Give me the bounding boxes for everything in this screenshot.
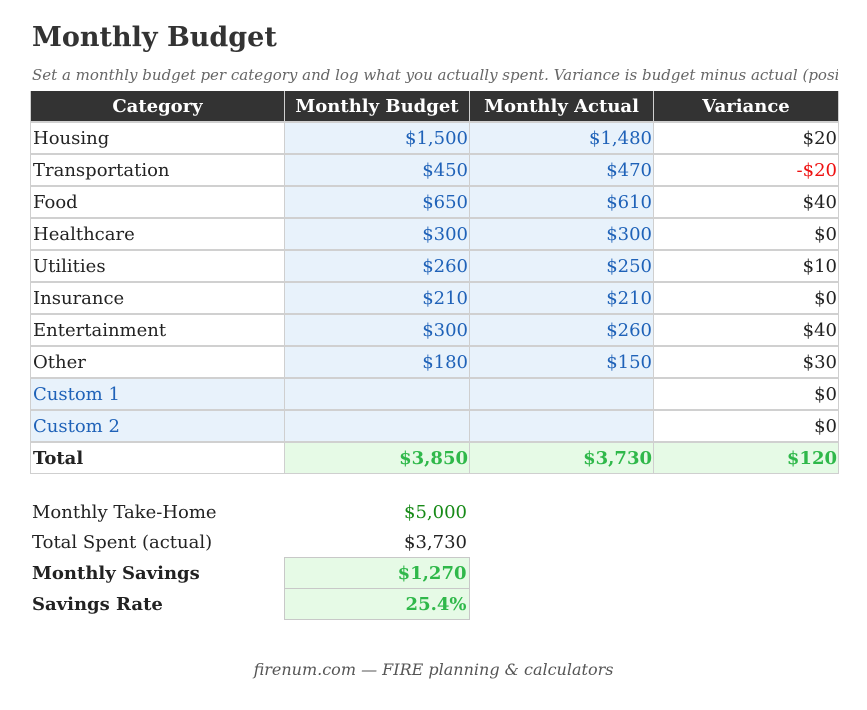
actual-input-cell[interactable]: $610 [469, 185, 654, 219]
table-row: Food $650 $610 $40 [30, 185, 839, 219]
table-row: Insurance $210 $210 $0 [30, 281, 839, 315]
budget-input-cell[interactable]: $450 [284, 153, 470, 187]
actual-input-cell[interactable]: $260 [469, 313, 654, 347]
table-row: Custom 2 $0 [30, 409, 839, 443]
category-cell: Entertainment [30, 313, 285, 347]
budget-input-cell[interactable]: $650 [284, 185, 470, 219]
summary-row-total-spent: Total Spent (actual) $3,730 [30, 527, 469, 558]
budget-input-cell[interactable]: $210 [284, 281, 470, 315]
category-cell: Other [30, 345, 285, 379]
summary-row-take-home: Monthly Take-Home $5,000 [30, 497, 469, 527]
category-cell: Utilities [30, 249, 285, 283]
custom-category-input-cell[interactable]: Custom 2 [30, 409, 285, 443]
actual-input-cell[interactable]: $150 [469, 345, 654, 379]
header-monthly-budget: Monthly Budget [284, 91, 470, 122]
variance-cell: $0 [653, 377, 839, 411]
header-category: Category [30, 91, 285, 122]
table-row: Healthcare $300 $300 $0 [30, 217, 839, 251]
actual-input-cell[interactable] [469, 377, 654, 411]
table-row: Custom 1 $0 [30, 377, 839, 411]
category-cell: Food [30, 185, 285, 219]
take-home-value[interactable]: $5,000 [404, 501, 467, 523]
savings-rate-value: 25.4% [283, 588, 470, 620]
category-cell: Insurance [30, 281, 285, 315]
actual-input-cell[interactable]: $470 [469, 153, 654, 187]
table-row: Other $180 $150 $30 [30, 345, 839, 379]
variance-cell: $30 [653, 345, 839, 379]
budget-input-cell[interactable] [284, 377, 470, 411]
actual-input-cell[interactable]: $300 [469, 217, 654, 251]
total-row: Total $3,850 $3,730 $120 [30, 441, 839, 474]
footer-text: firenum.com — FIRE planning & calculator… [253, 660, 614, 679]
actual-input-cell[interactable]: $210 [469, 281, 654, 315]
total-spent-label: Total Spent (actual) [32, 531, 213, 553]
actual-input-cell[interactable]: $250 [469, 249, 654, 283]
variance-cell: $0 [653, 409, 839, 443]
budget-input-cell[interactable]: $300 [284, 313, 470, 347]
variance-cell: $10 [653, 249, 839, 283]
total-variance-cell: $120 [653, 441, 839, 474]
category-cell: Transportation [30, 153, 285, 187]
variance-cell: $40 [653, 185, 839, 219]
category-cell: Healthcare [30, 217, 285, 251]
total-label: Total [30, 441, 285, 474]
table-row: Housing $1,500 $1,480 $20 [30, 121, 839, 155]
variance-cell: $40 [653, 313, 839, 347]
table-row: Transportation $450 $470 -$20 [30, 153, 839, 187]
budget-input-cell[interactable]: $180 [284, 345, 470, 379]
table-row: Utilities $260 $250 $10 [30, 249, 839, 283]
table-row: Entertainment $300 $260 $40 [30, 313, 839, 347]
budget-input-cell[interactable] [284, 409, 470, 443]
budget-input-cell[interactable]: $260 [284, 249, 470, 283]
take-home-label: Monthly Take-Home [32, 501, 217, 523]
table-header-row: Category Monthly Budget Monthly Actual V… [30, 91, 839, 122]
monthly-savings-label: Monthly Savings [32, 562, 200, 584]
actual-input-cell[interactable]: $1,480 [469, 121, 654, 155]
savings-rate-label: Savings Rate [32, 593, 163, 615]
actual-input-cell[interactable] [469, 409, 654, 443]
page-subtitle: Set a monthly budget per category and lo… [32, 66, 838, 84]
header-variance: Variance [653, 91, 839, 122]
variance-cell: $0 [653, 281, 839, 315]
summary-row-monthly-savings: Monthly Savings $1,270 [30, 557, 470, 589]
budget-input-cell[interactable]: $300 [284, 217, 470, 251]
summary-table: Monthly Take-Home $5,000 Total Spent (ac… [30, 497, 470, 620]
header-monthly-actual: Monthly Actual [469, 91, 654, 122]
total-spent-value: $3,730 [404, 531, 467, 553]
budget-table: Category Monthly Budget Monthly Actual V… [30, 91, 839, 474]
variance-cell: $0 [653, 217, 839, 251]
custom-category-input-cell[interactable]: Custom 1 [30, 377, 285, 411]
total-budget-cell: $3,850 [284, 441, 470, 474]
budget-input-cell[interactable]: $1,500 [284, 121, 470, 155]
page-title: Monthly Budget [32, 22, 277, 53]
variance-cell: -$20 [653, 153, 839, 187]
variance-cell: $20 [653, 121, 839, 155]
category-cell: Housing [30, 121, 285, 155]
summary-row-savings-rate: Savings Rate 25.4% [30, 588, 470, 620]
total-actual-cell: $3,730 [469, 441, 654, 474]
monthly-savings-value: $1,270 [283, 557, 470, 589]
